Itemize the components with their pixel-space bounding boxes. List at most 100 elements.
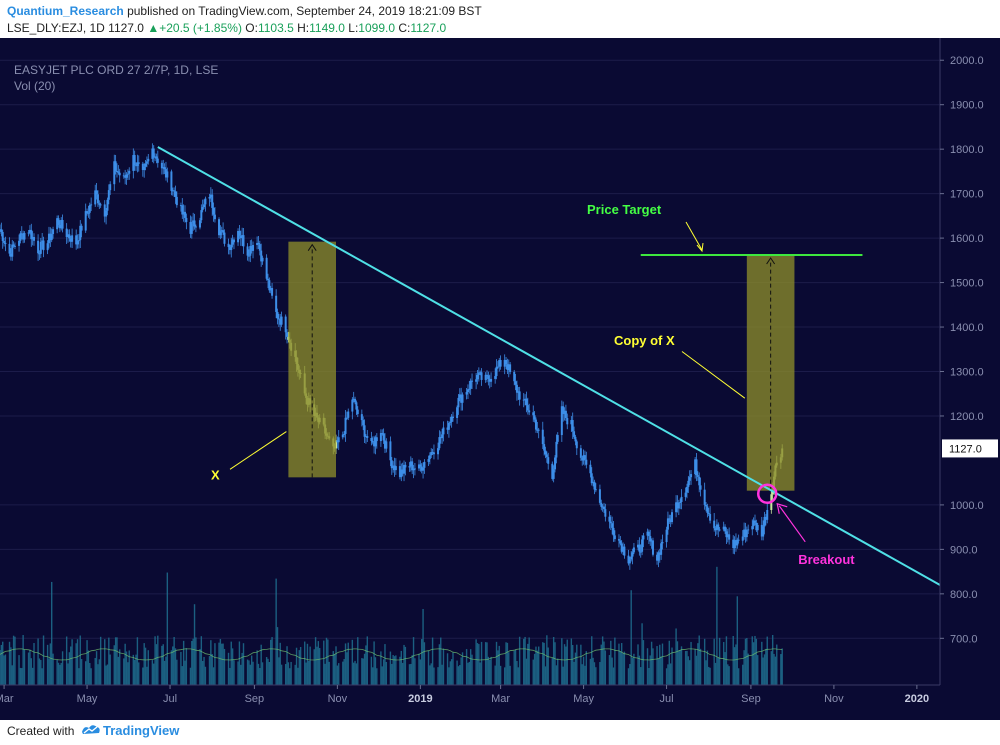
volume-bar xyxy=(433,667,435,685)
candle-body xyxy=(499,360,502,367)
candle-body xyxy=(756,524,759,531)
volume-bar xyxy=(495,641,498,685)
volume-bar xyxy=(506,642,509,685)
close-label: C: xyxy=(398,21,411,35)
volume-bar xyxy=(697,643,699,685)
author-link[interactable]: Quantium_Research xyxy=(7,4,124,18)
price-tick-label: 1300.0 xyxy=(950,367,984,379)
volume-bar xyxy=(661,643,664,685)
candle-body xyxy=(651,540,654,555)
candle-body xyxy=(541,429,544,445)
candle-body xyxy=(193,220,196,227)
chart-area[interactable]: Price Target X Copy of X Breakout 2000.0 190… xyxy=(0,38,1000,720)
candle-body xyxy=(589,464,592,474)
volume-bar xyxy=(459,665,461,685)
candle-body xyxy=(247,255,250,257)
time-axis[interactable]: Mar May Jul Sep Nov 2019 Mar May Jul Sep Nov 2020 xyxy=(0,684,1000,720)
candle-body xyxy=(632,547,635,553)
volume-bar xyxy=(687,656,690,685)
volume-bar xyxy=(490,656,492,685)
candle-body xyxy=(403,464,406,474)
instrument-legend: EASYJET PLC ORD 27 2/7P, 1D, LSE xyxy=(14,63,218,77)
time-tick-label: Sep xyxy=(245,693,265,705)
volume-bar xyxy=(173,637,175,685)
candle-body xyxy=(58,224,61,229)
volume-bar xyxy=(410,663,412,685)
volume-bar xyxy=(382,659,385,685)
candle-body xyxy=(260,250,263,262)
candle-body xyxy=(170,171,173,191)
tradingview-brand[interactable]: TradingView xyxy=(103,723,180,738)
grid xyxy=(0,59,940,639)
candle-body xyxy=(228,247,231,251)
candle-body xyxy=(461,394,464,403)
candle-body xyxy=(162,167,165,169)
candle-body xyxy=(132,155,135,171)
volume-bar xyxy=(727,664,729,685)
last-price-badge xyxy=(942,439,998,458)
volume-bar xyxy=(752,642,755,685)
candle-body xyxy=(600,502,603,507)
volume-bar xyxy=(87,650,90,685)
volume-bar xyxy=(400,650,403,685)
price-tick-label: 1600.0 xyxy=(950,233,984,245)
volume-bar xyxy=(4,654,7,685)
volume-bar xyxy=(554,642,556,685)
high-value: 1149.0 xyxy=(309,21,345,35)
box-copy-pointer xyxy=(681,351,746,399)
volume-bar xyxy=(116,637,118,685)
candle-body xyxy=(67,234,70,237)
volume-bar xyxy=(128,650,130,685)
volume-bar xyxy=(75,643,77,685)
volume-bar xyxy=(42,635,45,685)
price-axis[interactable]: 2000.0 1900.0 1800.0 1700.0 1600.0 1500.0 1400… xyxy=(939,38,1000,685)
candle-body xyxy=(479,372,482,374)
candle-body xyxy=(574,436,577,442)
candle-body xyxy=(143,166,146,171)
candle-body xyxy=(208,196,211,199)
volume-bar xyxy=(717,657,719,685)
candle-body xyxy=(532,412,535,416)
candle-body xyxy=(638,544,641,552)
candle-body xyxy=(460,394,463,403)
volume-bar xyxy=(108,637,110,685)
candle-body xyxy=(661,542,664,544)
candle-body xyxy=(275,295,278,312)
price-chart[interactable]: Price Target X Copy of X Breakout 2000.0 190… xyxy=(0,38,1000,720)
price-tick-label: 1200.0 xyxy=(950,411,984,423)
volume-bar xyxy=(117,656,120,685)
candle-body xyxy=(685,486,688,493)
candle-body xyxy=(737,539,740,541)
volume-bar xyxy=(223,648,226,685)
candle-body xyxy=(507,364,510,371)
volume-bar xyxy=(342,661,344,685)
volume-bar xyxy=(23,649,26,685)
volume-bar xyxy=(766,636,768,685)
candle-body xyxy=(107,190,110,200)
candle-body xyxy=(623,546,626,556)
volume-bar xyxy=(532,659,534,685)
candle-body xyxy=(31,237,34,240)
volume-bar xyxy=(467,662,469,685)
volume-bar xyxy=(227,652,230,685)
candle-body xyxy=(184,211,187,218)
volume-bar xyxy=(728,666,730,685)
volume-bar xyxy=(460,657,462,685)
volume-bar xyxy=(679,650,681,685)
volume-bar xyxy=(147,650,149,685)
box-x-arrow xyxy=(307,243,317,251)
candle-body xyxy=(592,481,595,484)
candle-body xyxy=(524,398,527,401)
volume-bar xyxy=(346,652,348,685)
volume-bar xyxy=(252,661,254,685)
volume-bar xyxy=(286,646,288,685)
volume-bar xyxy=(204,666,207,685)
chart-background xyxy=(0,38,1000,720)
volume-bar xyxy=(109,654,111,685)
volume-bar xyxy=(517,667,519,685)
volume-bar xyxy=(757,655,759,685)
volume-bar xyxy=(143,643,145,685)
candle-body xyxy=(713,520,716,529)
volume-bar xyxy=(442,648,445,685)
time-tick-label: May xyxy=(77,693,98,705)
